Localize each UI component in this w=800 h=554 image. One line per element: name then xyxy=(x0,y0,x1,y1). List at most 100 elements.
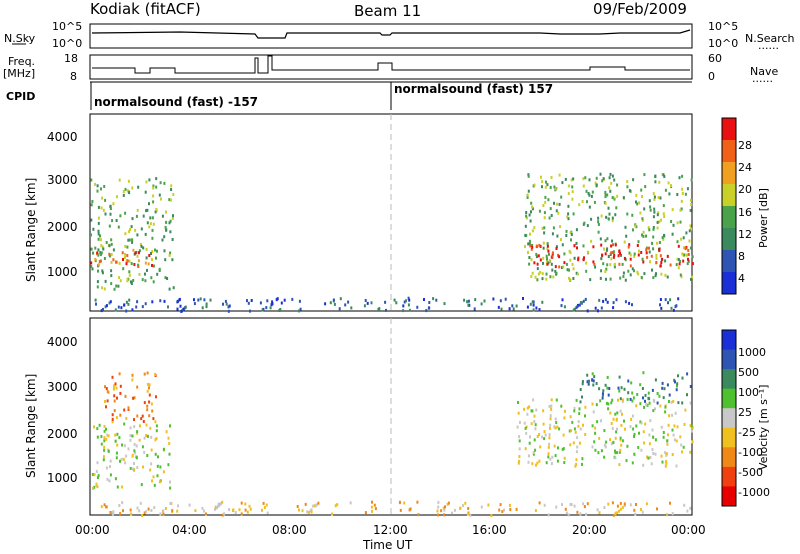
echo-cell xyxy=(102,307,104,311)
echo-cell xyxy=(651,268,653,272)
echo-cell xyxy=(148,225,151,229)
echo-cell xyxy=(113,384,115,388)
echo-cell xyxy=(451,511,453,515)
xtick-1200: 12:00 xyxy=(373,523,408,537)
echo-cell xyxy=(598,511,601,515)
cpid-label: CPID xyxy=(6,90,36,103)
echo-cell xyxy=(530,409,533,413)
echo-cell xyxy=(221,500,224,504)
echo-cell xyxy=(143,401,146,405)
echo-cell xyxy=(530,258,533,262)
echo-cell xyxy=(407,296,410,300)
echo-cell xyxy=(123,422,126,426)
echo-cell xyxy=(105,427,107,431)
colorbar-swatch xyxy=(722,369,736,390)
echo-cell xyxy=(364,299,367,302)
echo-cell xyxy=(656,220,659,224)
echo-cell xyxy=(601,179,604,183)
echo-cell xyxy=(542,409,545,413)
echo-cell xyxy=(619,409,622,413)
echo-cell xyxy=(611,239,613,243)
echo-cell xyxy=(546,259,549,263)
echo-cell xyxy=(656,226,659,230)
echo-cell xyxy=(671,413,674,417)
echo-cell xyxy=(547,455,550,459)
echo-cell xyxy=(543,216,546,220)
echo-cell xyxy=(670,220,673,223)
echo-cell xyxy=(363,304,366,308)
echo-cell xyxy=(162,470,165,474)
echo-cell xyxy=(136,430,139,434)
echo-cell xyxy=(662,212,665,216)
echo-cell xyxy=(552,226,555,230)
echo-cell xyxy=(567,204,570,208)
echo-cell xyxy=(561,181,564,185)
echo-cell xyxy=(548,436,551,440)
echo-cell xyxy=(238,508,241,512)
echo-cell xyxy=(201,306,204,310)
echo-cell xyxy=(197,298,200,302)
echo-cell xyxy=(552,275,555,279)
echo-cell xyxy=(550,214,553,217)
echo-cell xyxy=(609,438,611,442)
echo-cell xyxy=(631,414,634,418)
nave-dots: ...... xyxy=(752,72,773,85)
echo-cell xyxy=(662,396,665,400)
echo-cell xyxy=(548,216,551,220)
echo-cell xyxy=(606,237,609,241)
echo-cell xyxy=(154,438,157,442)
echo-cell xyxy=(167,463,170,467)
echo-cell xyxy=(556,459,559,463)
echo-cell xyxy=(111,420,114,424)
echo-cell xyxy=(676,382,679,386)
echo-cell xyxy=(567,513,570,517)
echo-cell xyxy=(573,409,576,413)
echo-cell xyxy=(673,378,676,382)
echo-cell xyxy=(648,228,651,232)
noise-tick-left-bottom: 10^0 xyxy=(52,37,83,50)
echo-cell xyxy=(152,186,155,190)
echo-cell xyxy=(225,302,228,306)
echo-cell xyxy=(539,244,542,248)
echo-cell xyxy=(172,286,175,290)
echo-cell xyxy=(527,251,529,254)
echo-cell xyxy=(657,211,660,215)
echo-cell xyxy=(113,394,116,398)
echo-cell xyxy=(626,180,629,184)
echo-cell xyxy=(581,395,583,399)
echo-cell xyxy=(583,221,586,225)
echo-cell xyxy=(619,436,622,440)
echo-cell xyxy=(531,244,534,247)
echo-cell xyxy=(138,249,141,253)
echo-cell xyxy=(532,452,535,456)
echo-cell xyxy=(148,254,151,257)
echo-cell xyxy=(609,263,612,267)
echo-cell xyxy=(680,237,683,241)
echo-cell xyxy=(597,230,600,234)
echo-cell xyxy=(152,184,155,188)
echo-cell xyxy=(136,254,139,258)
echo-cell xyxy=(100,251,103,255)
echo-cell xyxy=(95,482,98,486)
echo-cell xyxy=(152,222,155,226)
echo-cell xyxy=(632,178,635,182)
echo-cell xyxy=(680,207,683,211)
echo-cell xyxy=(676,384,678,388)
echo-cell xyxy=(533,226,536,230)
echo-cell xyxy=(594,448,597,452)
echo-cell xyxy=(648,442,651,446)
echo-cell xyxy=(265,503,268,507)
echo-cell xyxy=(662,435,665,439)
echo-cell xyxy=(119,391,122,395)
echo-cell xyxy=(554,187,557,191)
echo-cell xyxy=(261,508,263,512)
echo-cell xyxy=(124,244,127,248)
echo-cell xyxy=(152,200,155,204)
echo-cell xyxy=(680,199,683,203)
echo-cell xyxy=(665,453,668,457)
echo-cell xyxy=(575,398,578,402)
echo-cell xyxy=(603,443,606,447)
echo-cell xyxy=(676,257,679,261)
echo-cell xyxy=(639,383,642,387)
echo-cell xyxy=(614,436,617,440)
